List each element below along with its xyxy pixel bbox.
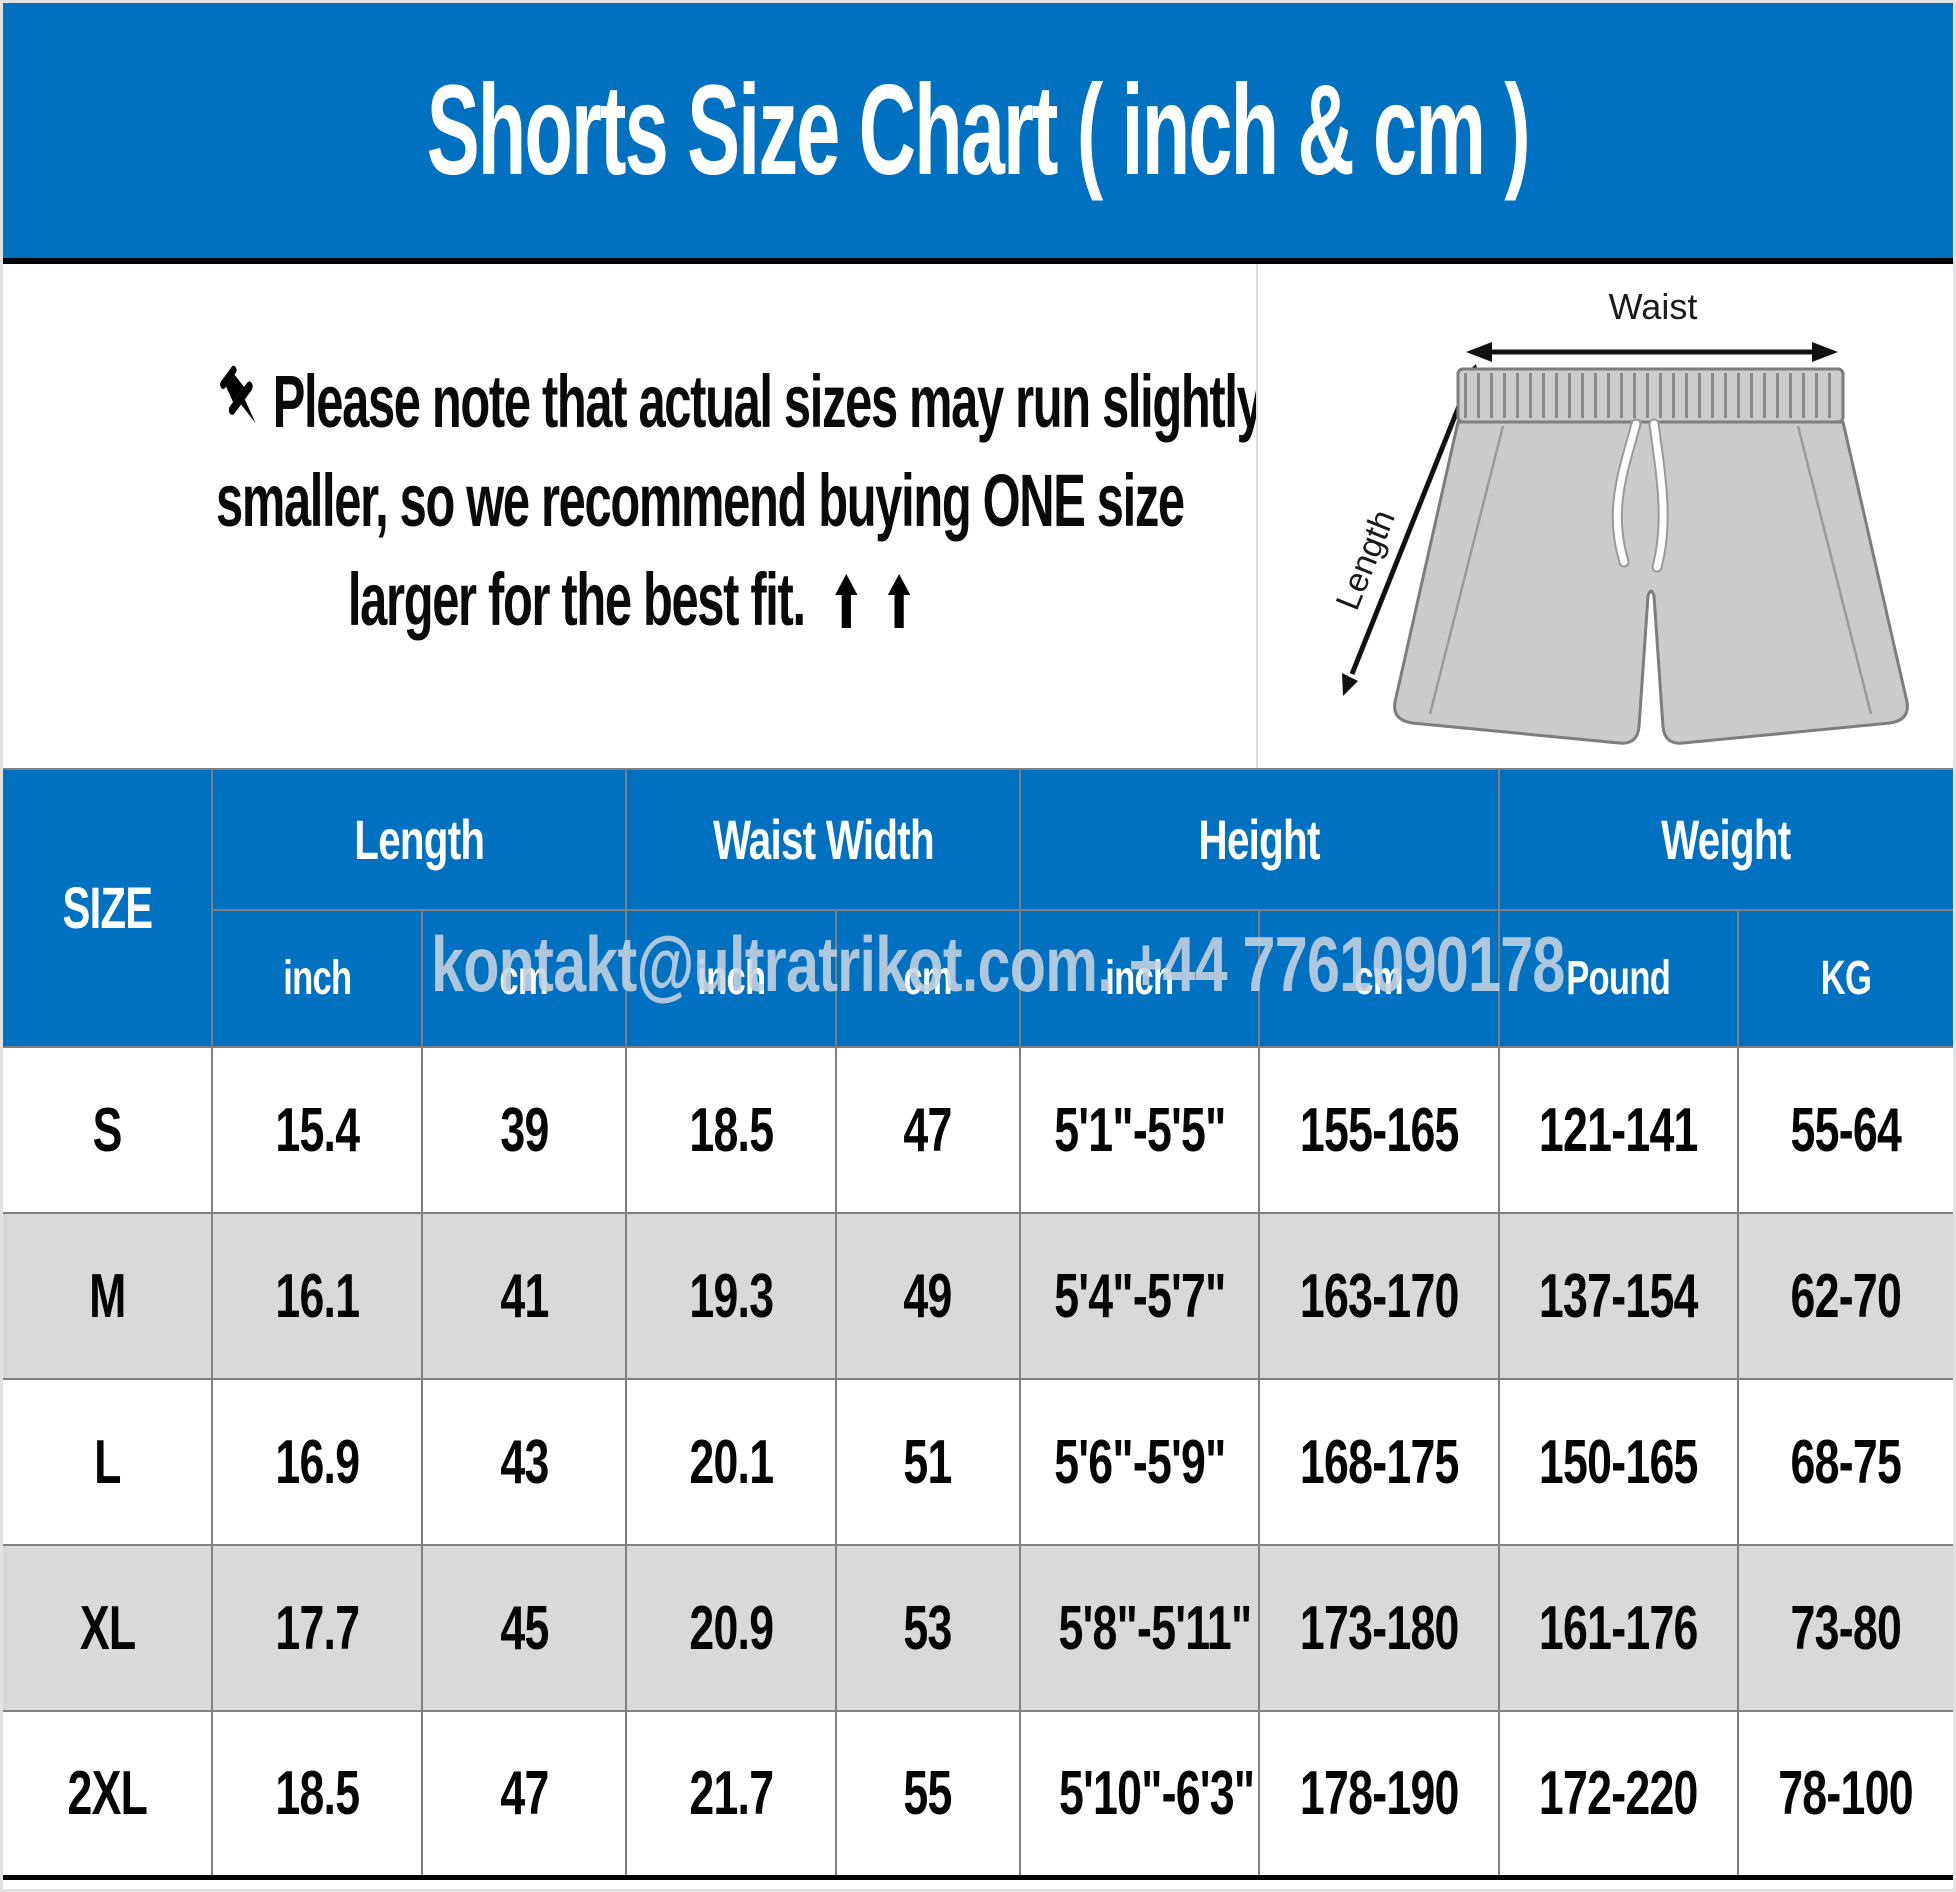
value-cell: 53 xyxy=(834,1544,1022,1712)
subheader-weight-kg: KG xyxy=(1736,909,1953,1048)
value-cell: 16.9 xyxy=(211,1378,423,1546)
value-cell: 5'8"-5'11" xyxy=(1019,1544,1261,1712)
drawstring xyxy=(1611,418,1669,573)
value-cell: 5'1"-5'5" xyxy=(1019,1046,1261,1214)
pushpin-icon xyxy=(220,365,256,424)
shorts-measurement-diagram: Waist Length xyxy=(1256,264,1953,768)
value-cell: 15.4 xyxy=(211,1046,423,1214)
title-band: Shorts Size Chart ( inch & cm ) xyxy=(3,3,1953,258)
up-arrow-icon xyxy=(834,574,858,628)
note-text-2: smaller, so we recommend buying ONE size xyxy=(216,459,1185,542)
value-cell: 18.5 xyxy=(625,1046,837,1214)
value-cell: 163-170 xyxy=(1258,1212,1500,1380)
size-cell: 2XL xyxy=(3,1710,214,1878)
note-text-1: Please note that actual sizes may run sl… xyxy=(272,360,1264,443)
size-table: SIZE Length Waist Width Height Weight in… xyxy=(3,768,1953,1880)
value-cell: 18.5 xyxy=(211,1710,423,1878)
table-row-l: L 16.9 43 20.1 51 5'6"-5'9" 168-175 150-… xyxy=(3,1378,1953,1546)
value-cell: 161-176 xyxy=(1497,1544,1739,1712)
table-row-xl: XL 17.7 45 20.9 53 5'8"-5'11" 173-180 16… xyxy=(3,1544,1953,1712)
table-row-2xl: 2XL 18.5 47 21.7 55 5'10"-6'3" 178-190 1… xyxy=(3,1710,1953,1878)
value-cell: 16.1 xyxy=(211,1212,423,1380)
note-text-3: larger for the best fit. xyxy=(347,558,806,641)
value-cell: 73-80 xyxy=(1736,1544,1953,1712)
col-header-weight: Weight xyxy=(1497,768,1953,911)
value-cell: 20.1 xyxy=(625,1378,837,1546)
subheader-waist-cm: cm xyxy=(834,909,1022,1048)
length-label: Length xyxy=(1329,505,1403,616)
size-cell: M xyxy=(3,1212,214,1380)
size-cell: L xyxy=(3,1378,214,1546)
value-cell: 173-180 xyxy=(1258,1544,1500,1712)
value-cell: 45 xyxy=(420,1544,628,1712)
value-cell: 150-165 xyxy=(1497,1378,1739,1546)
shorts-graphic: Waist Length xyxy=(1329,286,1909,745)
col-header-length: Length xyxy=(211,768,628,911)
size-cell: XL xyxy=(3,1544,214,1712)
content-row: Please note that actual sizes may run sl… xyxy=(3,264,1953,768)
note-line-2: smaller, so we recommend buying ONE size xyxy=(216,451,1185,550)
value-cell: 20.9 xyxy=(625,1544,837,1712)
table-row-m: M 16.1 41 19.3 49 5'4"-5'7" 163-170 137-… xyxy=(3,1212,1953,1380)
value-cell: 5'4"-5'7" xyxy=(1019,1212,1261,1380)
subheader-height-inch: inch xyxy=(1019,909,1261,1048)
shorts-body xyxy=(1393,420,1909,745)
size-cell: S xyxy=(3,1046,214,1214)
waist-label: Waist xyxy=(1609,286,1698,327)
value-cell: 168-175 xyxy=(1258,1378,1500,1546)
page-title: Shorts Size Chart ( inch & cm ) xyxy=(426,59,1531,202)
value-cell: 62-70 xyxy=(1736,1212,1953,1380)
value-cell: 51 xyxy=(834,1378,1022,1546)
value-cell: 21.7 xyxy=(625,1710,837,1878)
note-line-3: larger for the best fit. xyxy=(216,550,1043,649)
value-cell: 41 xyxy=(420,1212,628,1380)
value-cell: 137-154 xyxy=(1497,1212,1739,1380)
subheader-length-cm: cm xyxy=(420,909,628,1048)
title-divider xyxy=(3,258,1953,264)
subheader-waist-inch: inch xyxy=(625,909,837,1048)
value-cell: 19.3 xyxy=(625,1212,837,1380)
value-cell: 68-75 xyxy=(1736,1378,1953,1546)
shorts-waistband xyxy=(1456,367,1845,424)
subheader-weight-pound: Pound xyxy=(1497,909,1739,1048)
value-cell: 55 xyxy=(834,1710,1022,1878)
subheader-height-cm: cm xyxy=(1258,909,1500,1048)
value-cell: 172-220 xyxy=(1497,1710,1739,1878)
value-cell: 121-141 xyxy=(1497,1046,1739,1214)
value-cell: 47 xyxy=(420,1710,628,1878)
value-cell: 5'6"-5'9" xyxy=(1019,1378,1261,1546)
col-header-height: Height xyxy=(1019,768,1500,911)
value-cell: 178-190 xyxy=(1258,1710,1500,1878)
value-cell: 17.7 xyxy=(211,1544,423,1712)
value-cell: 55-64 xyxy=(1736,1046,1953,1214)
up-arrow-icon xyxy=(887,574,911,628)
value-cell: 43 xyxy=(420,1378,628,1546)
table-row-s: S 15.4 39 18.5 47 5'1"-5'5" 155-165 121-… xyxy=(3,1046,1953,1214)
value-cell: 5'10"-6'3" xyxy=(1019,1710,1261,1878)
col-header-size: SIZE xyxy=(3,768,214,1048)
subheader-length-inch: inch xyxy=(212,909,423,1048)
note-block: Please note that actual sizes may run sl… xyxy=(3,264,1264,768)
col-header-waist-width: Waist Width xyxy=(625,768,1022,911)
value-cell: 78-100 xyxy=(1736,1710,1953,1878)
value-cell: 155-165 xyxy=(1258,1046,1500,1214)
value-cell: 39 xyxy=(420,1046,628,1214)
note-line-1: Please note that actual sizes may run sl… xyxy=(216,352,1264,451)
value-cell: 49 xyxy=(834,1212,1022,1380)
value-cell: 47 xyxy=(834,1046,1022,1214)
waist-arrow xyxy=(1466,342,1838,362)
